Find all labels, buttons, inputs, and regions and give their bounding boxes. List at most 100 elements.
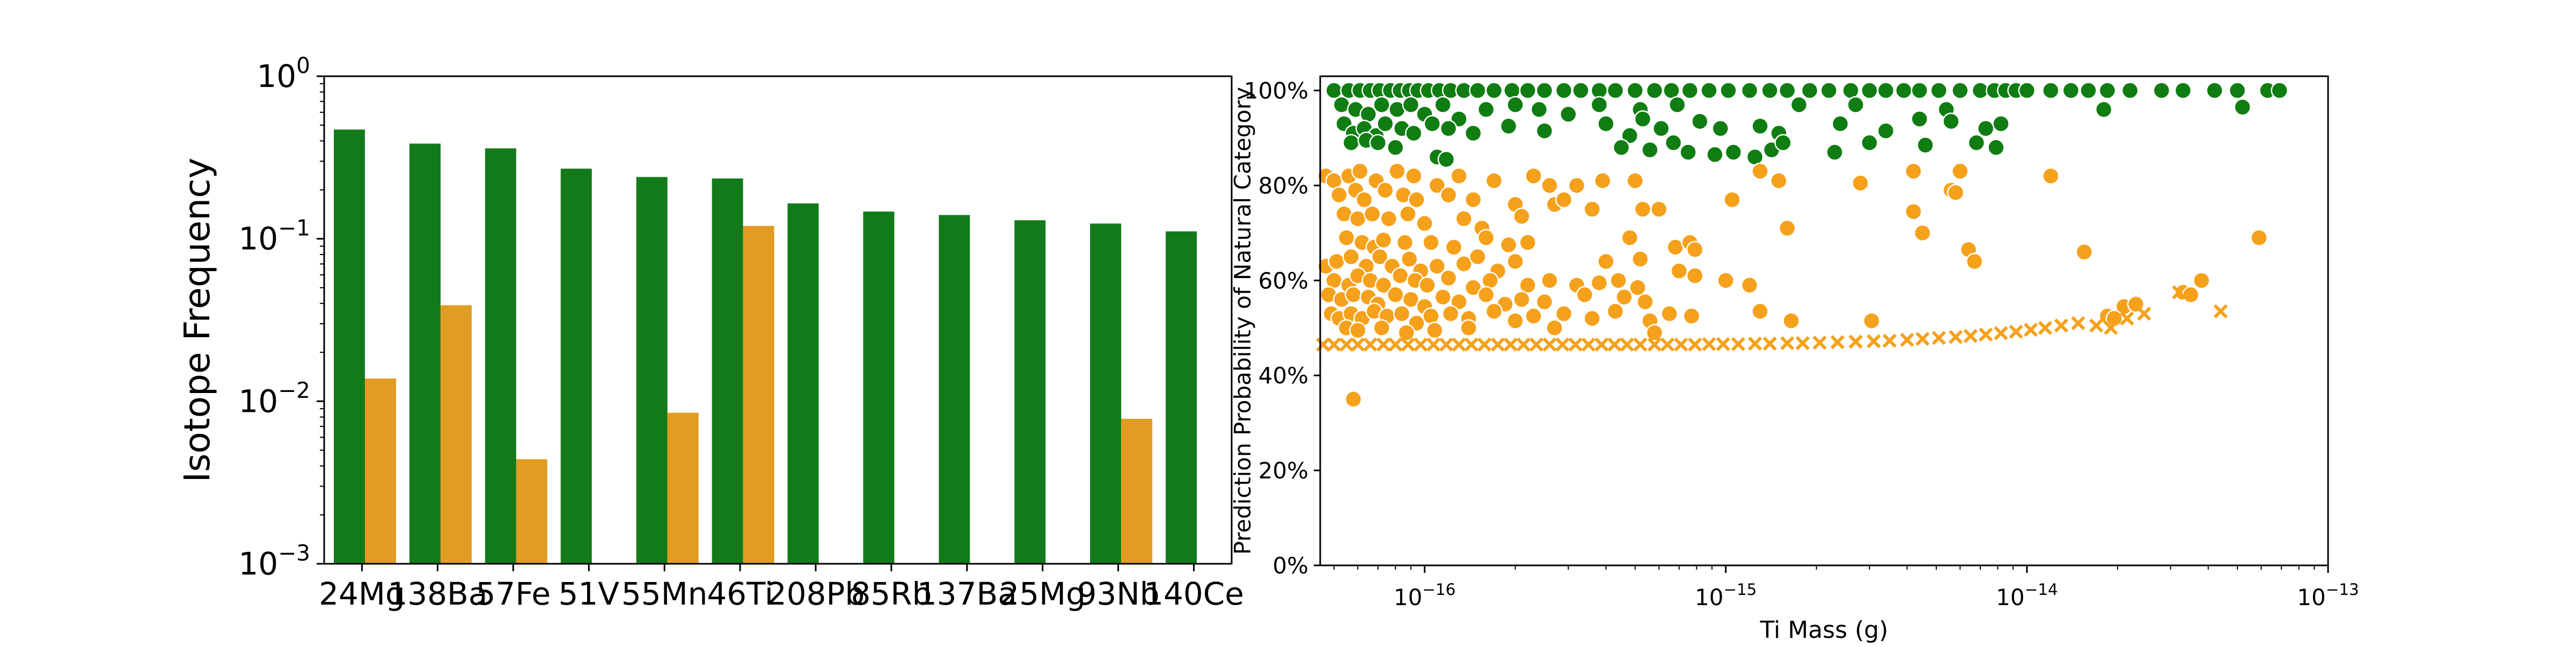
y-tick-label-exponent: −1 bbox=[278, 215, 310, 241]
point-x-s2-56 bbox=[2120, 311, 2134, 326]
point-s1-49 bbox=[1914, 224, 1931, 242]
point-s1-57 bbox=[1477, 229, 1495, 246]
bar-46Ti-s1 bbox=[743, 226, 774, 564]
bar-24Mg-s0 bbox=[334, 129, 365, 564]
point-s1-80 bbox=[1506, 252, 1524, 271]
y-tick-label: 40% bbox=[1258, 362, 1308, 389]
point-s0-83 bbox=[1405, 124, 1423, 142]
point-x-s2-19 bbox=[1555, 337, 1570, 352]
point-s1-42 bbox=[1399, 205, 1417, 223]
x-tick-label: 10−15 bbox=[1695, 580, 1757, 610]
point-s0-95 bbox=[1751, 117, 1769, 135]
point-s0-16 bbox=[1519, 82, 1536, 99]
point-x-s2-36 bbox=[1795, 336, 1810, 351]
point-x-s2-51 bbox=[2038, 321, 2053, 335]
point-s0-34 bbox=[1861, 82, 1878, 99]
point-s1-154 bbox=[1397, 324, 1415, 341]
y-tick-label-base: 10 bbox=[257, 58, 296, 94]
point-s1-10 bbox=[1525, 167, 1542, 185]
point-x-s2-13 bbox=[1477, 337, 1492, 352]
point-s1-141 bbox=[1583, 309, 1601, 328]
point-x-s2-17 bbox=[1529, 337, 1543, 352]
y-tick-label-exponent: −2 bbox=[278, 377, 310, 403]
point-x-s2-50 bbox=[2023, 323, 2038, 337]
point-s1-37 bbox=[1946, 184, 1965, 201]
point-s0-30 bbox=[1779, 82, 1796, 99]
x-tick-label: 93Nb bbox=[1077, 576, 1160, 612]
bar-140Ce-s0 bbox=[1166, 231, 1197, 564]
x-tick-label-base: 10 bbox=[2297, 584, 2325, 610]
point-x-s2-39 bbox=[1848, 335, 1863, 349]
point-s1-13 bbox=[1594, 172, 1612, 190]
point-s0-52 bbox=[2206, 82, 2223, 99]
point-x-s2-31 bbox=[1716, 337, 1730, 351]
point-s1-156 bbox=[1460, 319, 1477, 337]
point-x-s2-45 bbox=[1948, 330, 1963, 344]
x-tick-label-exponent: −13 bbox=[2326, 580, 2359, 599]
point-s1-137 bbox=[1485, 302, 1503, 321]
point-x-s2-15 bbox=[1503, 337, 1518, 352]
x-tick-label-exponent: −15 bbox=[1723, 580, 1757, 599]
point-s1-152 bbox=[1349, 321, 1367, 339]
point-x-s2-59 bbox=[2213, 304, 2228, 318]
point-s0-46 bbox=[2062, 82, 2080, 99]
point-s0-27 bbox=[1719, 82, 1737, 99]
point-x-s2-26 bbox=[1647, 337, 1662, 352]
bar-55Mn-s0 bbox=[636, 177, 668, 564]
bar-25Mg-s0 bbox=[1014, 220, 1046, 564]
point-s1-111 bbox=[1386, 286, 1404, 304]
point-s0-25 bbox=[1681, 82, 1699, 99]
point-x-s2-52 bbox=[2054, 318, 2068, 333]
point-s1-101 bbox=[1686, 267, 1704, 285]
point-s1-135 bbox=[1441, 304, 1460, 323]
point-s0-37 bbox=[1911, 82, 1929, 99]
point-s0-14 bbox=[1485, 82, 1503, 99]
y-tick-label: 20% bbox=[1258, 457, 1308, 484]
point-s1-12 bbox=[1568, 177, 1586, 194]
point-x-s2-21 bbox=[1581, 337, 1596, 352]
point-x-s2-20 bbox=[1568, 337, 1583, 352]
scatter-chart: 0%20%40%60%80%100%10−16 10−15 10−14 10−13Ti… bbox=[1230, 75, 2359, 644]
y-axis-label: Prediction Probability of Natural Catego… bbox=[1230, 87, 1256, 555]
point-s1-146 bbox=[1751, 302, 1769, 321]
y-axis-label: Isotope Frequency bbox=[177, 158, 218, 483]
point-s0-92 bbox=[1652, 120, 1670, 137]
point-s1-142 bbox=[1606, 302, 1624, 321]
point-s0-103 bbox=[1342, 134, 1360, 152]
point-x-s2-22 bbox=[1594, 337, 1609, 352]
point-x-s2-14 bbox=[1490, 337, 1505, 352]
point-s1-50 bbox=[1337, 229, 1356, 246]
y-tick-label: 10−3 bbox=[238, 540, 310, 582]
point-s1-19 bbox=[1951, 162, 1969, 180]
point-s1-118 bbox=[1513, 290, 1531, 308]
point-s0-19 bbox=[1572, 82, 1590, 99]
point-s1-21 bbox=[1330, 186, 1348, 204]
point-s0-45 bbox=[2042, 82, 2060, 99]
point-s0-94 bbox=[1711, 120, 1730, 137]
point-s1-48 bbox=[1905, 202, 1922, 221]
point-x-s2-47 bbox=[1979, 328, 1993, 342]
bar-93Nb-s0 bbox=[1090, 223, 1122, 564]
point-x-s2-24 bbox=[1620, 337, 1634, 352]
point-s1-102 bbox=[1717, 272, 1735, 289]
point-s1-91 bbox=[1418, 276, 1436, 294]
point-s1-112 bbox=[1402, 290, 1420, 308]
point-s0-89 bbox=[1597, 115, 1615, 133]
point-x-s2-2 bbox=[1339, 337, 1354, 352]
point-s0-121 bbox=[1967, 134, 1986, 152]
bar-plot-frame bbox=[323, 75, 1233, 565]
point-s0-59 bbox=[1373, 96, 1391, 114]
point-x-s2-57 bbox=[2137, 307, 2151, 321]
point-s0-91 bbox=[1634, 110, 1652, 128]
point-s1-69 bbox=[1328, 252, 1345, 271]
point-s0-39 bbox=[1951, 82, 1969, 99]
point-s0-87 bbox=[1499, 117, 1518, 135]
point-s0-65 bbox=[1477, 100, 1495, 119]
point-s1-92 bbox=[1439, 269, 1458, 287]
point-s0-114 bbox=[1724, 143, 1743, 161]
y-tick-label-base: 10 bbox=[238, 546, 278, 582]
point-s0-13 bbox=[1469, 82, 1487, 99]
point-s1-58 bbox=[1499, 236, 1518, 254]
